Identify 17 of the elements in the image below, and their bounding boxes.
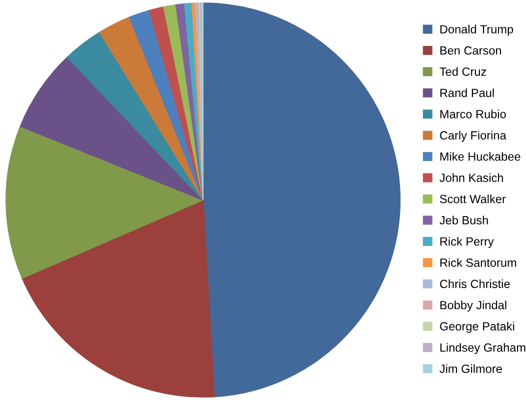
legend-label: Rick Perry <box>440 236 494 248</box>
legend-label: Rand Paul <box>440 88 494 98</box>
legend-label: Jim Gilmore <box>440 364 502 373</box>
legend-label: Scott Walker <box>440 194 506 204</box>
legend-label: Chris Christie <box>440 279 510 288</box>
legend-label: Carly Fiorina <box>440 130 506 142</box>
legend-label: Donald Trump <box>440 24 514 36</box>
legend-label: Mike Huckabee <box>440 152 520 161</box>
legend-label: Jeb Bush <box>440 216 488 224</box>
legend-label: Lindsey Graham <box>440 343 526 354</box>
legend-label: Ted Cruz <box>440 67 486 76</box>
legend-label: George Pataki <box>440 322 514 333</box>
legend-label: Rick Santorum <box>440 258 516 267</box>
legend-label: Bobby Jindal <box>440 300 506 312</box>
legend-label: Ben Carson <box>440 46 501 55</box>
legend-label: Marco Rubio <box>440 110 506 118</box>
legend-label: John Kasich <box>440 173 503 182</box>
